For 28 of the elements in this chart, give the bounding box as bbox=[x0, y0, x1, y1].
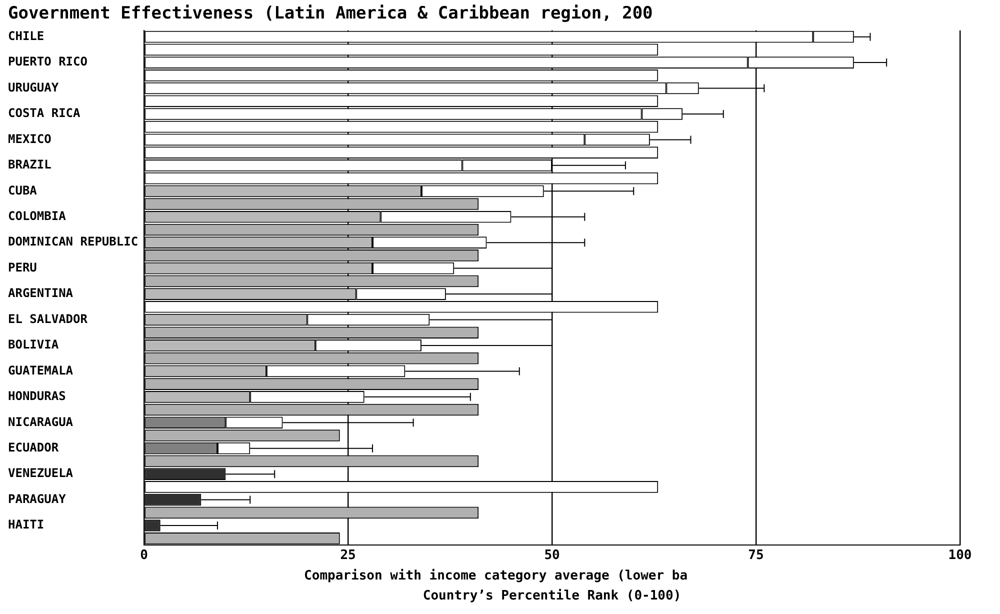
y-tick-label: ARGENTINA bbox=[8, 286, 74, 300]
x-tick-label: 25 bbox=[340, 548, 356, 563]
x-tick-label: 75 bbox=[748, 548, 764, 563]
y-tick-label: BRAZIL bbox=[8, 158, 52, 172]
y-tick-label: HONDURAS bbox=[8, 389, 66, 404]
y-tick-label: COSTA RICA bbox=[8, 106, 82, 120]
y-tick-label: VENEZUELA bbox=[8, 466, 74, 480]
y-tick-label: HAITI bbox=[8, 518, 44, 532]
y-tick-label: URUGUAY bbox=[8, 80, 60, 94]
x-tick-label: 50 bbox=[544, 548, 560, 563]
y-tick-label: DOMINICAN REPUBLIC bbox=[8, 234, 138, 249]
y-tick-label: PERU bbox=[8, 260, 37, 274]
y-tick-label: CUBA bbox=[8, 183, 38, 198]
y-tick-label: GUATEMALA bbox=[8, 363, 74, 378]
y-tick-label: COLOMBIA bbox=[8, 208, 67, 223]
y-tick-label: MEXICO bbox=[8, 132, 52, 146]
y-tick-label: BOLIVIA bbox=[8, 338, 60, 352]
x-axis-title: Country’s Percentile Rank (0-100) bbox=[422, 588, 682, 604]
y-tick-label: ECUADOR bbox=[8, 440, 60, 454]
text: Comparison with income category average (lower ba bbox=[304, 568, 688, 584]
y-tick-label: PUERTO RICO bbox=[8, 54, 88, 69]
y-tick-label: PARAGUAY bbox=[8, 492, 67, 506]
x-tick-label: 0 bbox=[140, 548, 148, 563]
chart-title: Government Effectiveness (Latin America & Caribbean region, 200 bbox=[8, 4, 653, 24]
x-tick-label: 100 bbox=[948, 548, 972, 563]
y-tick-label: NICARAGUA bbox=[8, 414, 74, 429]
y-tick-label: EL SALVADOR bbox=[8, 312, 88, 326]
y-tick-label: CHILE bbox=[8, 28, 44, 43]
